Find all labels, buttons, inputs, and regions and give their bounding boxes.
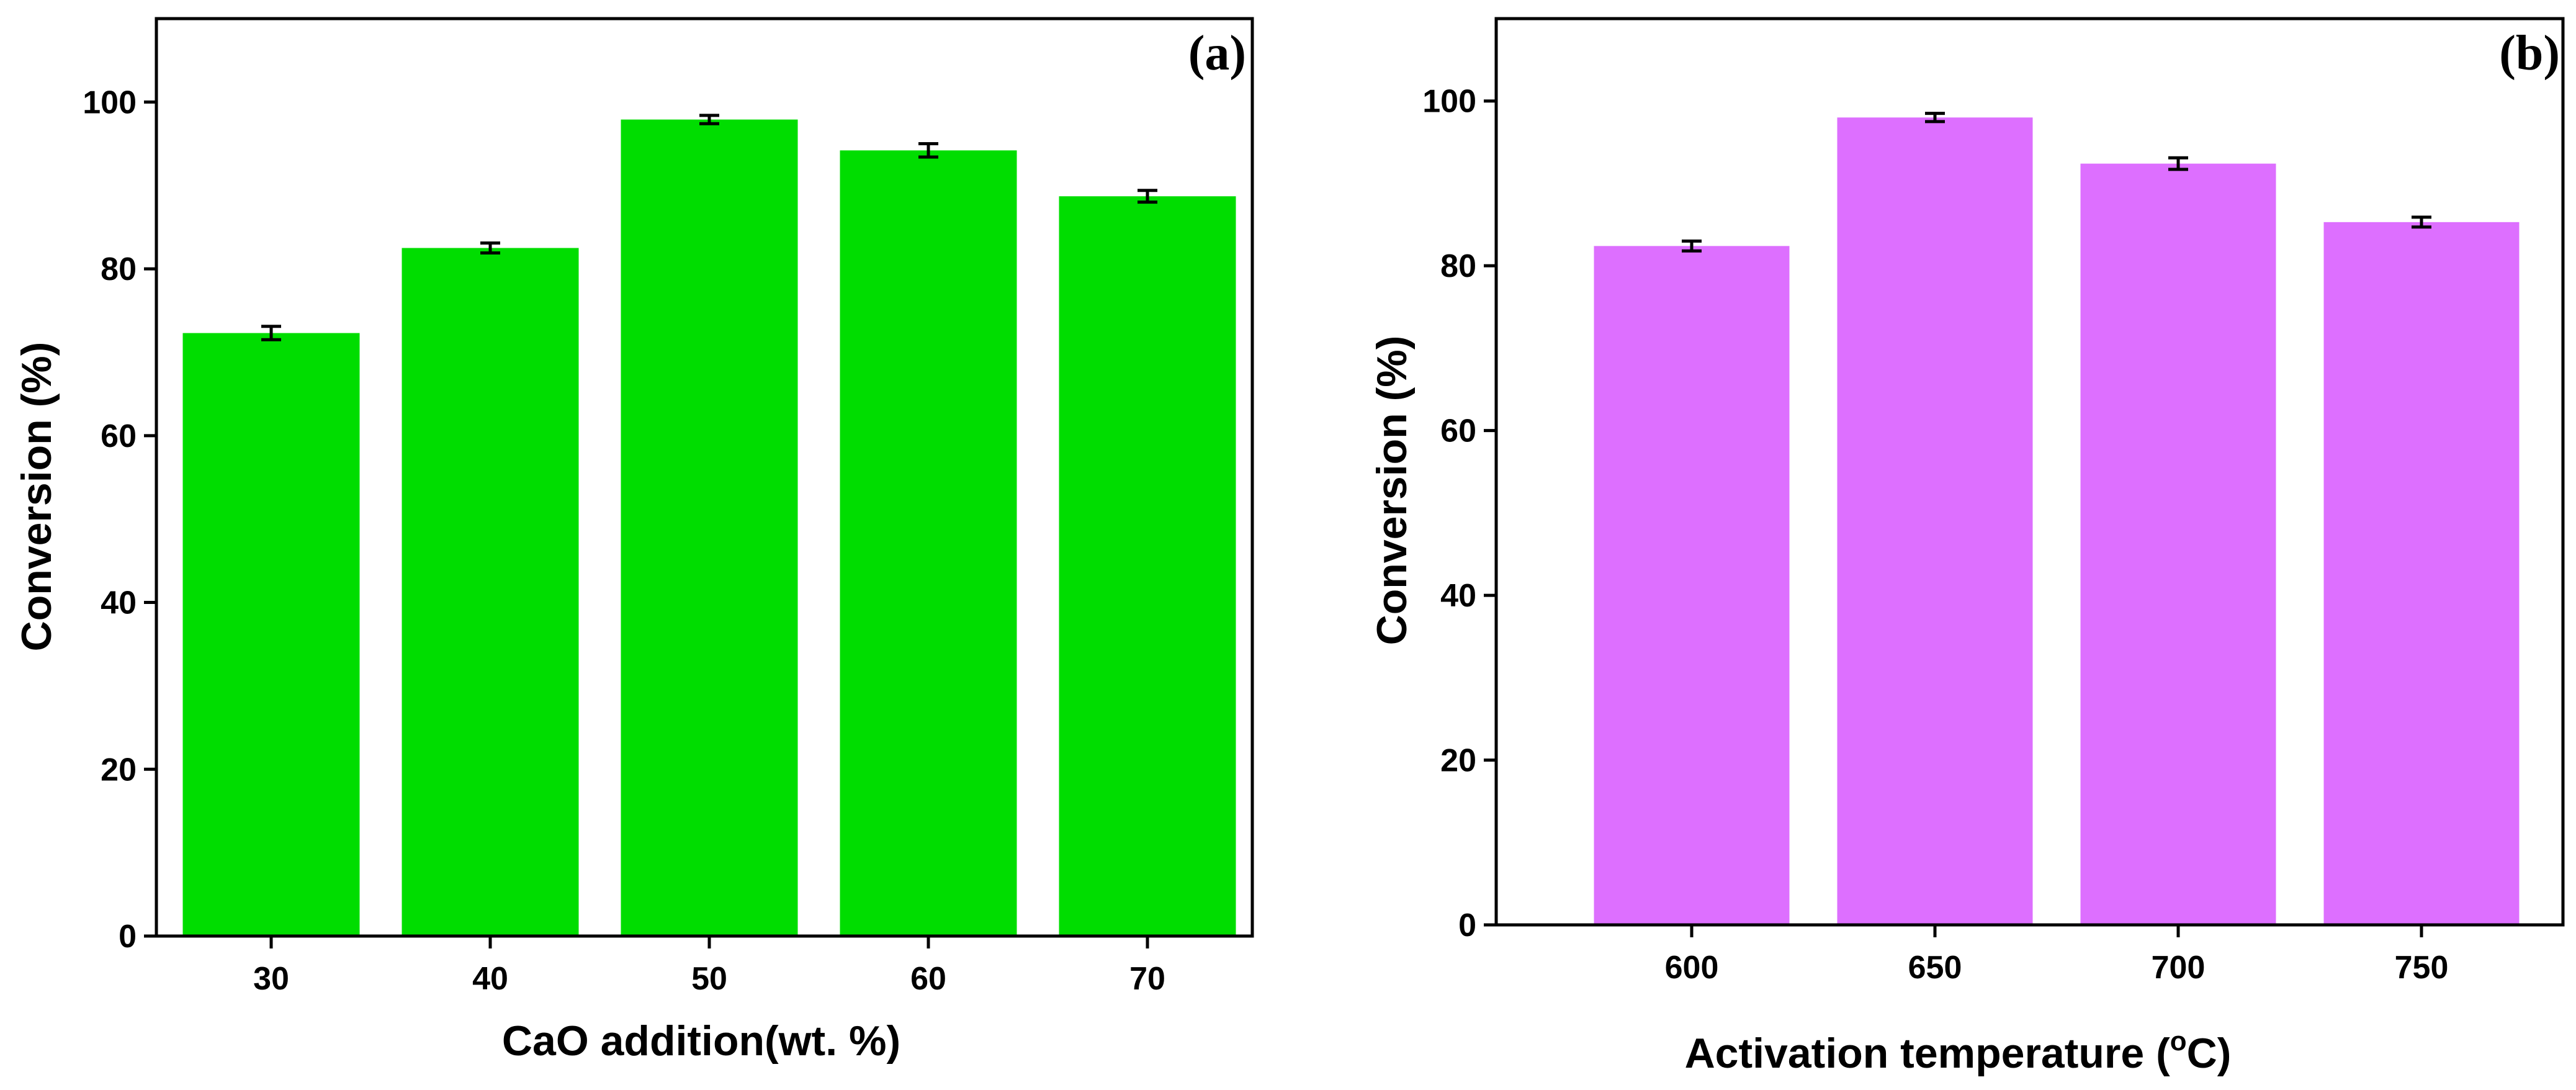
panel-a-x-axis-label: CaO addition(wt. %) bbox=[502, 1017, 900, 1065]
panel-b-bar-650 bbox=[1837, 117, 2033, 926]
panel-a-bar-40 bbox=[402, 248, 579, 936]
panel-b-x-tick-label-650: 650 bbox=[1908, 950, 1962, 986]
panel-a-error-bar-30 bbox=[261, 325, 281, 341]
panel-b-axes-frame bbox=[1494, 17, 2565, 927]
panel-a-x-tick-label-30: 30 bbox=[253, 961, 289, 997]
panel-b-bars bbox=[1594, 117, 2520, 926]
panel-b-x-axis-label: Activation temperature (oC) bbox=[1685, 1026, 2232, 1077]
panel-b-error-bar-700 bbox=[2168, 156, 2188, 171]
panel-a-bar-30 bbox=[182, 333, 360, 936]
panel-b-y-ticks: 0 20 40 60 80 100 bbox=[1422, 84, 1496, 944]
panel-b-label: (b) bbox=[2499, 26, 2560, 81]
panel-b-chart: 0 20 40 60 80 100 600 650 700 750 (b) Conversion… bbox=[1368, 17, 2565, 1077]
panel-a-y-tick-label-40: 40 bbox=[101, 585, 137, 621]
panel-a-y-tick-label-100: 100 bbox=[83, 84, 137, 120]
panel-b-y-tick-label-0: 0 bbox=[1458, 908, 1476, 944]
panel-b-x-axis-label-main: Activation temperature ( bbox=[1685, 1030, 2171, 1077]
panel-a-y-axis-label: Conversion (%) bbox=[13, 342, 60, 652]
panel-b-bar-750 bbox=[2323, 222, 2520, 925]
panel-a-x-tick-label-50: 50 bbox=[691, 961, 727, 997]
panel-b-x-ticks: 600 650 700 750 bbox=[1665, 925, 2449, 986]
panel-a-chart: 0 20 40 60 80 100 30 40 50 60 70 (a) Conversion (… bbox=[13, 17, 1254, 1065]
panel-a-error-bar-60 bbox=[918, 142, 938, 159]
panel-a-y-tick-label-60: 60 bbox=[101, 418, 137, 454]
panel-a-bar-60 bbox=[840, 150, 1017, 936]
panel-b-y-tick-label-80: 80 bbox=[1440, 248, 1476, 284]
panel-b-x-tick-label-600: 600 bbox=[1665, 950, 1719, 986]
panel-b-x-axis-label-unit: C) bbox=[2187, 1030, 2232, 1077]
panel-a-bar-50 bbox=[621, 119, 798, 937]
panel-b-y-tick-label-40: 40 bbox=[1440, 578, 1476, 614]
panel-a-y-ticks: 0 20 40 60 80 100 bbox=[83, 84, 156, 955]
panel-a-y-tick-label-20: 20 bbox=[101, 752, 137, 788]
panel-b-y-axis-label: Conversion (%) bbox=[1368, 336, 1416, 646]
panel-a-axes-frame bbox=[155, 17, 1254, 938]
panel-b-x-axis-label-degree: o bbox=[2170, 1026, 2187, 1056]
panel-a-error-bar-50 bbox=[699, 114, 719, 125]
panel-b-x-tick-label-700: 700 bbox=[2152, 950, 2206, 986]
panel-a-y-tick-label-80: 80 bbox=[101, 251, 137, 287]
panel-b-error-bar-750 bbox=[2412, 215, 2431, 229]
panel-a-x-tick-label-40: 40 bbox=[472, 961, 508, 997]
panel-a-label: (a) bbox=[1188, 26, 1246, 81]
panel-a-x-ticks: 30 40 50 60 70 bbox=[253, 936, 1165, 997]
panel-b-error-bar-650 bbox=[1925, 112, 1945, 124]
panel-a-error-bar-70 bbox=[1138, 189, 1157, 204]
panel-a-bar-70 bbox=[1059, 196, 1236, 936]
panel-a-error-bars bbox=[261, 114, 1157, 341]
panel-b-y-tick-label-60: 60 bbox=[1440, 413, 1476, 449]
panel-b-bar-600 bbox=[1594, 246, 1790, 925]
panel-b-y-tick-label-100: 100 bbox=[1422, 84, 1476, 120]
panel-a-x-tick-label-70: 70 bbox=[1129, 961, 1165, 997]
panel-a-bars bbox=[182, 119, 1236, 937]
panel-b-error-bars bbox=[1682, 112, 2431, 253]
panel-a-y-tick-label-0: 0 bbox=[119, 919, 137, 955]
panel-b-x-tick-label-750: 750 bbox=[2395, 950, 2449, 986]
panel-b-bar-700 bbox=[2080, 163, 2276, 926]
panel-a-x-tick-label-60: 60 bbox=[910, 961, 946, 997]
panel-b-y-tick-label-20: 20 bbox=[1440, 743, 1476, 779]
panel-b-error-bar-600 bbox=[1682, 239, 1702, 253]
panel-a-error-bar-40 bbox=[480, 241, 500, 255]
